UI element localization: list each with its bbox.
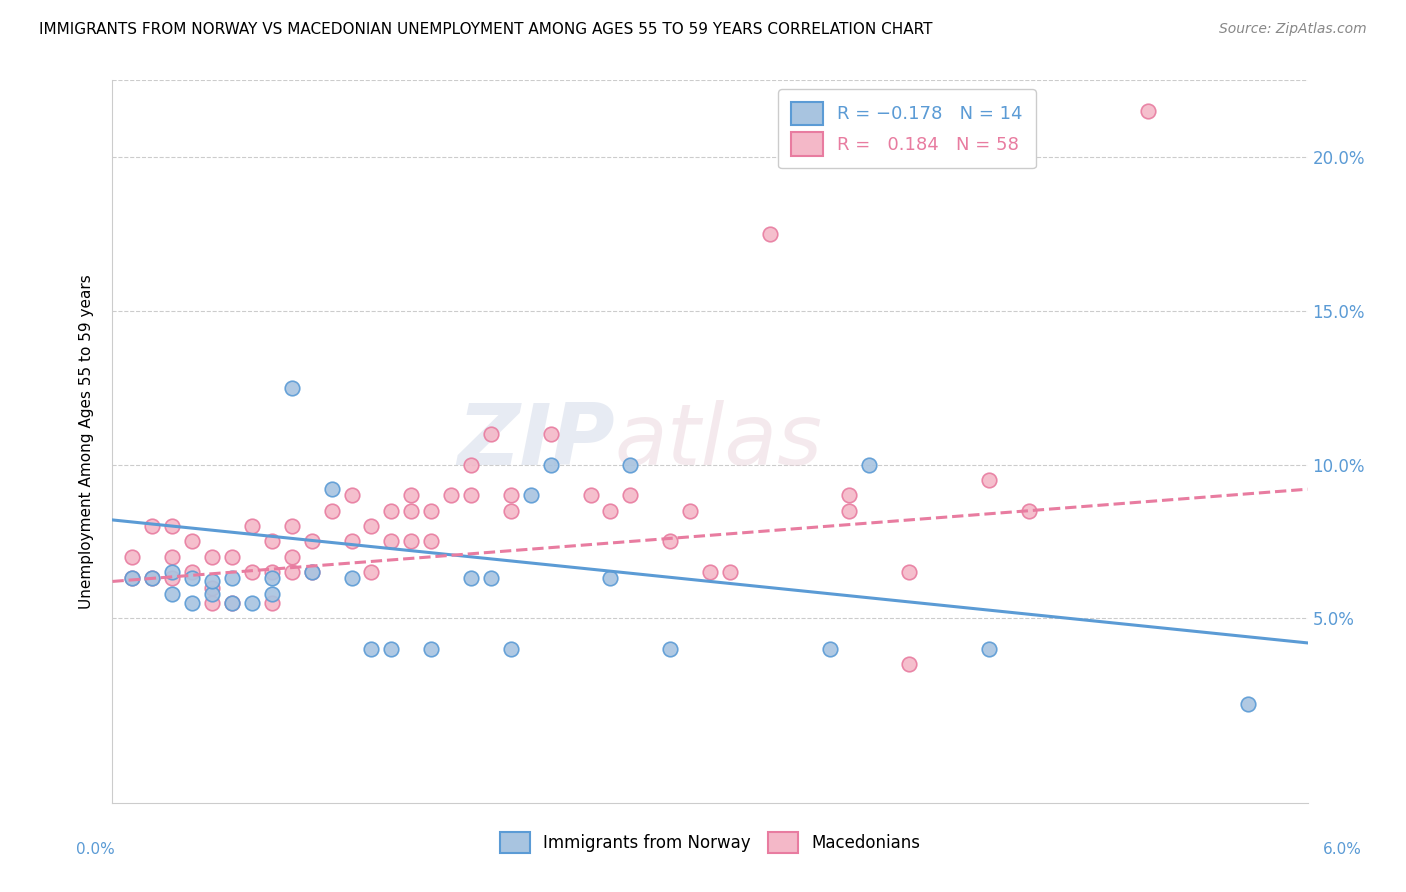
Point xyxy=(340,534,363,549)
Point xyxy=(838,488,860,502)
Point xyxy=(240,519,263,533)
Point xyxy=(699,565,721,579)
Point xyxy=(1137,103,1160,118)
Point xyxy=(818,642,841,657)
Point xyxy=(260,565,283,579)
Point xyxy=(321,482,343,496)
Point xyxy=(1237,698,1260,712)
Point xyxy=(460,488,482,502)
Point xyxy=(420,642,443,657)
Point xyxy=(858,458,880,472)
Point xyxy=(121,571,143,585)
Point xyxy=(340,571,363,585)
Point xyxy=(440,488,463,502)
Point xyxy=(141,571,163,585)
Point xyxy=(221,596,243,610)
Point xyxy=(201,574,224,589)
Text: IMMIGRANTS FROM NORWAY VS MACEDONIAN UNEMPLOYMENT AMONG AGES 55 TO 59 YEARS CORR: IMMIGRANTS FROM NORWAY VS MACEDONIAN UNE… xyxy=(39,22,932,37)
Text: atlas: atlas xyxy=(614,400,823,483)
Point xyxy=(540,458,562,472)
Point xyxy=(579,488,602,502)
Point xyxy=(260,571,283,585)
Point xyxy=(301,565,323,579)
Point xyxy=(977,642,1000,657)
Text: Source: ZipAtlas.com: Source: ZipAtlas.com xyxy=(1219,22,1367,37)
Point xyxy=(599,504,621,518)
Point xyxy=(460,458,482,472)
Point xyxy=(679,504,702,518)
Point xyxy=(301,565,323,579)
Point xyxy=(499,488,522,502)
Point xyxy=(181,571,204,585)
Point xyxy=(977,473,1000,487)
Point xyxy=(401,534,423,549)
Point xyxy=(201,581,224,595)
Point xyxy=(301,534,323,549)
Point xyxy=(201,549,224,564)
Point xyxy=(420,534,443,549)
Point xyxy=(360,642,382,657)
Point xyxy=(479,426,502,441)
Point xyxy=(162,587,183,601)
Y-axis label: Unemployment Among Ages 55 to 59 years: Unemployment Among Ages 55 to 59 years xyxy=(79,274,94,609)
Legend: Immigrants from Norway, Macedonians: Immigrants from Norway, Macedonians xyxy=(486,819,934,867)
Point xyxy=(181,596,204,610)
Point xyxy=(599,571,621,585)
Point xyxy=(162,519,183,533)
Point xyxy=(240,565,263,579)
Point xyxy=(181,565,204,579)
Point xyxy=(520,488,543,502)
Point xyxy=(401,488,423,502)
Point xyxy=(380,642,402,657)
Point xyxy=(619,488,641,502)
Point xyxy=(380,504,402,518)
Point xyxy=(281,565,304,579)
Point xyxy=(460,571,482,585)
Point xyxy=(499,642,522,657)
Point xyxy=(201,596,224,610)
Point xyxy=(321,504,343,518)
Text: 6.0%: 6.0% xyxy=(1323,842,1362,856)
Point xyxy=(260,596,283,610)
Point xyxy=(759,227,782,241)
Point xyxy=(162,549,183,564)
Point xyxy=(340,488,363,502)
Point xyxy=(499,504,522,518)
Point xyxy=(360,565,382,579)
Point xyxy=(360,519,382,533)
Point xyxy=(240,596,263,610)
Point xyxy=(260,587,283,601)
Point xyxy=(260,534,283,549)
Point xyxy=(281,519,304,533)
Point xyxy=(201,587,224,601)
Point xyxy=(401,504,423,518)
Point xyxy=(540,426,562,441)
Point xyxy=(221,549,243,564)
Point xyxy=(121,571,143,585)
Point xyxy=(141,571,163,585)
Point xyxy=(898,657,921,672)
Point xyxy=(121,549,143,564)
Point xyxy=(162,571,183,585)
Point xyxy=(420,504,443,518)
Point xyxy=(281,381,304,395)
Point xyxy=(281,549,304,564)
Text: ZIP: ZIP xyxy=(457,400,614,483)
Point xyxy=(718,565,741,579)
Point xyxy=(380,534,402,549)
Point xyxy=(162,565,183,579)
Point xyxy=(221,571,243,585)
Point xyxy=(619,458,641,472)
Point xyxy=(838,504,860,518)
Point xyxy=(181,534,204,549)
Point xyxy=(479,571,502,585)
Point xyxy=(898,565,921,579)
Point xyxy=(221,596,243,610)
Point xyxy=(1018,504,1040,518)
Point xyxy=(659,642,682,657)
Text: 0.0%: 0.0% xyxy=(76,842,115,856)
Point xyxy=(659,534,682,549)
Point xyxy=(141,519,163,533)
